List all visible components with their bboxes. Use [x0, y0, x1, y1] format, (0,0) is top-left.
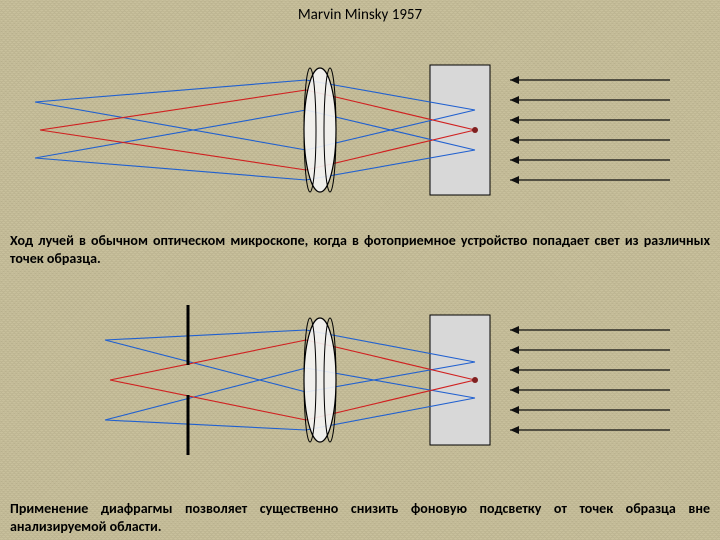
page-title: Marvin Minsky 1957 [0, 6, 720, 24]
diagram-conventional [0, 30, 720, 235]
caption-conventional: Ход лучей в обычном оптическом микроскоп… [10, 232, 710, 267]
caption-confocal: Применение диафрагмы позволяет существен… [10, 500, 710, 535]
diagram-confocal [0, 280, 720, 485]
